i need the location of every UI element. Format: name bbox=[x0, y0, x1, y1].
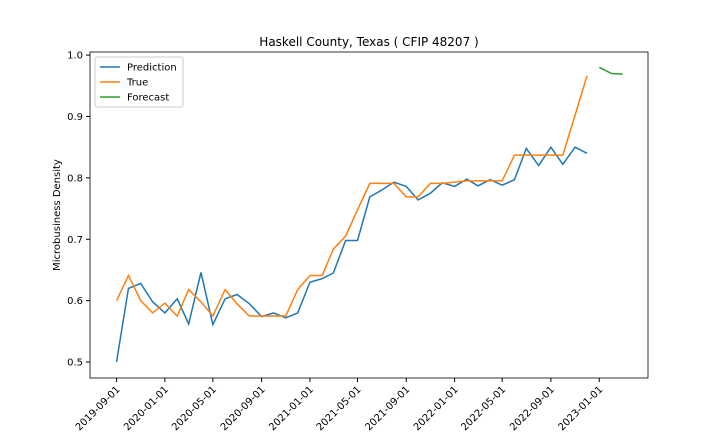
x-tick-label: 2020-01-01 bbox=[122, 384, 171, 432]
x-tick-label: 2021-05-01 bbox=[315, 384, 364, 432]
chart-title: Haskell County, Texas ( CFIP 48207 ) bbox=[259, 35, 478, 49]
x-tick-label: 2023-01-01 bbox=[556, 384, 605, 432]
legend-label: Prediction bbox=[127, 63, 177, 74]
x-tick-label: 2020-09-01 bbox=[219, 384, 268, 432]
x-tick-label: 2022-05-01 bbox=[459, 384, 508, 432]
line-series bbox=[598, 66, 623, 75]
y-tick-label: 0.8 bbox=[67, 173, 83, 184]
y-axis-label: Microbusiness Density bbox=[52, 159, 63, 271]
plot-frame bbox=[89, 51, 649, 379]
y-tick-label: 1.0 bbox=[67, 51, 83, 62]
x-tick-label: 2019-09-01 bbox=[74, 384, 123, 432]
x-tick-label: 2021-01-01 bbox=[267, 384, 316, 432]
legend-label: Forecast bbox=[127, 93, 169, 104]
x-tick-label: 2022-01-01 bbox=[412, 384, 461, 432]
y-tick-label: 0.6 bbox=[67, 296, 83, 307]
x-tick-label: 2022-09-01 bbox=[508, 384, 557, 432]
line-series bbox=[115, 145, 588, 363]
line-series bbox=[115, 75, 588, 318]
y-tick-label: 0.9 bbox=[67, 112, 83, 123]
y-tick-label: 0.7 bbox=[67, 235, 83, 246]
x-tick-label: 2020-05-01 bbox=[170, 384, 219, 432]
legend-box bbox=[94, 56, 184, 108]
y-tick-label: 0.5 bbox=[67, 358, 83, 369]
x-tick-label: 2021-09-01 bbox=[363, 384, 412, 432]
legend-label: True bbox=[126, 78, 148, 89]
